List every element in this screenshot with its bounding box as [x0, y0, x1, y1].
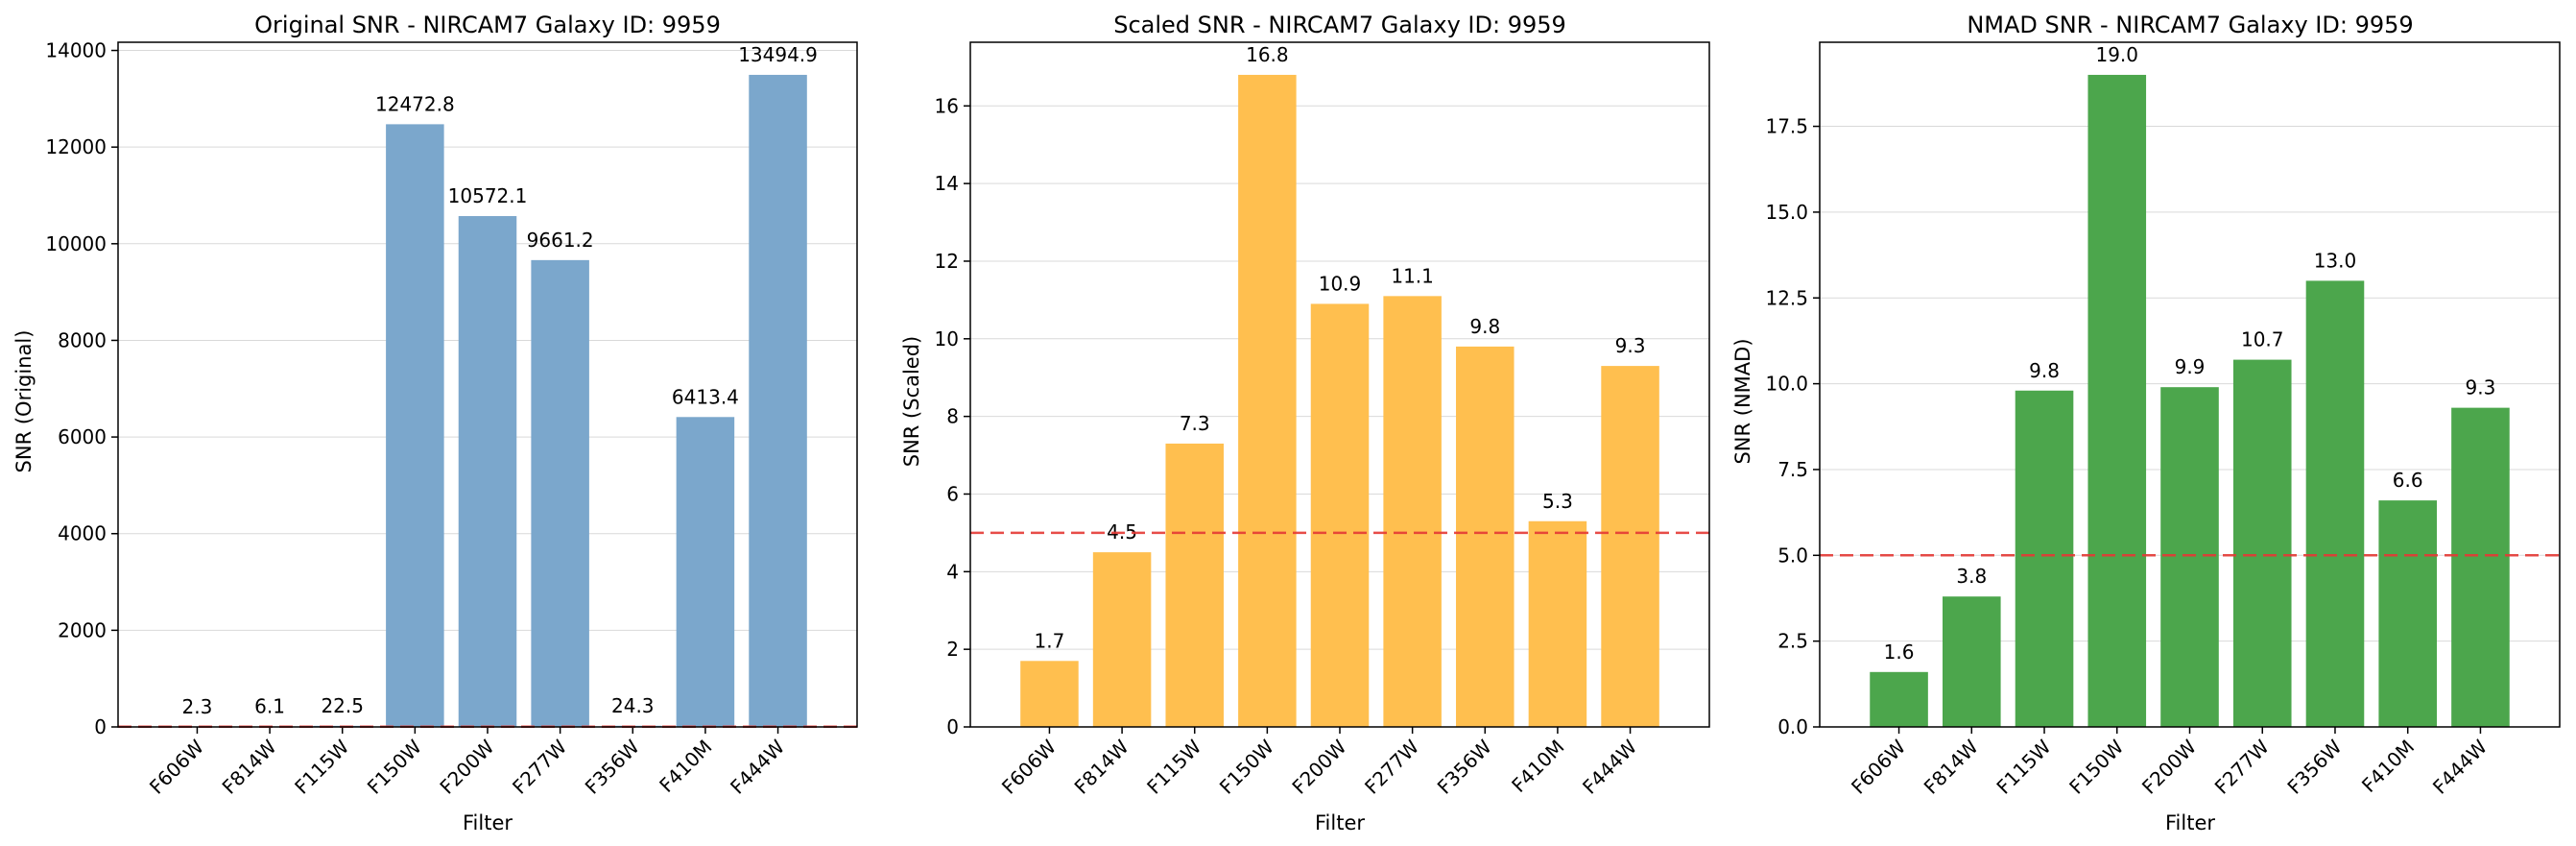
y-tick-label: 0 [94, 715, 107, 738]
y-tick-label: 14000 [45, 39, 107, 62]
y-tick-label: 12 [935, 250, 959, 273]
y-tick-label: 8000 [58, 328, 107, 351]
data-label: 24.3 [611, 694, 655, 717]
bar [1870, 671, 1928, 727]
data-label: 2.3 [182, 695, 213, 718]
bar [1942, 596, 2001, 727]
y-tick-label: 14 [935, 172, 959, 195]
y-tick-label: 7.5 [1777, 458, 1808, 481]
bar [531, 259, 589, 727]
y-tick-label: 15.0 [1765, 201, 1808, 224]
data-label: 12472.8 [375, 92, 455, 115]
y-tick-label: 2.5 [1777, 630, 1808, 653]
data-label: 10.9 [1319, 272, 1362, 295]
data-label: 19.0 [2095, 43, 2138, 66]
bar [1383, 296, 1442, 727]
bar [1165, 443, 1224, 727]
y-tick-label: 10 [935, 327, 959, 350]
y-tick-label: 12000 [45, 135, 107, 158]
chart-title: NMAD SNR - NIRCAM7 Galaxy ID: 9959 [1967, 12, 2413, 38]
chart-title: Original SNR - NIRCAM7 Galaxy ID: 9959 [254, 12, 721, 38]
bar [1020, 661, 1079, 727]
y-tick-label: 4000 [58, 522, 107, 545]
data-label: 10.7 [2241, 328, 2284, 351]
chart-title: Scaled SNR - NIRCAM7 Galaxy ID: 9959 [1113, 12, 1566, 38]
axes-frame [1819, 41, 2561, 728]
data-label: 3.8 [1956, 565, 1987, 588]
axes-frame [117, 41, 858, 728]
y-tick-label: 2000 [58, 618, 107, 641]
y-tick-label: 6 [946, 482, 959, 505]
y-tick-label: 5.0 [1777, 544, 1808, 567]
y-tick-label: 4 [946, 560, 959, 583]
y-tick-label: 16 [935, 94, 959, 117]
data-label: 11.1 [1391, 264, 1434, 287]
data-label: 16.8 [1246, 43, 1289, 66]
bar [749, 74, 807, 728]
data-label: 1.7 [1035, 629, 1065, 652]
bar [676, 417, 735, 727]
data-label: 22.5 [321, 694, 364, 717]
bar [1310, 303, 1370, 727]
y-tick-label: 8 [946, 405, 959, 428]
y-axis-label: SNR (Original) [12, 330, 36, 473]
x-axis-label: Filter [463, 811, 513, 834]
y-tick-label: 10000 [45, 232, 107, 255]
bar [2451, 407, 2510, 727]
data-label: 9.9 [2175, 355, 2206, 378]
bar [458, 216, 517, 727]
bar [2087, 74, 2147, 727]
y-tick-label: 6000 [58, 425, 107, 448]
y-tick-label: 17.5 [1765, 115, 1808, 138]
data-label: 13494.9 [738, 43, 818, 66]
data-label: 7.3 [1180, 412, 1210, 435]
y-axis-label: SNR (Scaled) [900, 336, 923, 468]
data-label: 9.8 [1469, 315, 1500, 338]
data-label: 10572.1 [448, 184, 528, 207]
bar [386, 124, 444, 727]
data-label: 9.8 [2029, 359, 2060, 382]
bar [2160, 387, 2219, 727]
bar [1601, 366, 1659, 727]
data-label: 5.3 [1542, 490, 1573, 513]
data-label: 9661.2 [527, 229, 594, 252]
y-axis-label: SNR (NMAD) [1731, 338, 1754, 464]
data-label: 1.6 [1884, 641, 1915, 664]
y-tick-label: 0 [946, 715, 959, 738]
x-axis-label: Filter [2165, 811, 2215, 834]
data-label: 6413.4 [672, 385, 739, 408]
x-axis-label: Filter [1315, 811, 1365, 834]
bar [2232, 359, 2292, 727]
y-tick-label: 2 [946, 638, 959, 661]
bar [1092, 552, 1152, 727]
y-tick-label: 0.0 [1777, 715, 1808, 738]
bar [1528, 520, 1587, 727]
data-label: 6.6 [2393, 469, 2423, 492]
y-tick-label: 12.5 [1765, 286, 1808, 309]
y-tick-label: 10.0 [1765, 373, 1808, 396]
bar [2015, 390, 2074, 727]
data-label: 9.3 [2466, 376, 2496, 399]
bar [2305, 280, 2365, 727]
axes-frame [969, 41, 1710, 728]
bar [1238, 74, 1297, 727]
data-label: 6.1 [254, 695, 285, 718]
data-label: 9.3 [1615, 334, 1646, 357]
data-label: 13.0 [2314, 249, 2357, 272]
bar [1456, 346, 1515, 727]
bar [2378, 500, 2438, 727]
